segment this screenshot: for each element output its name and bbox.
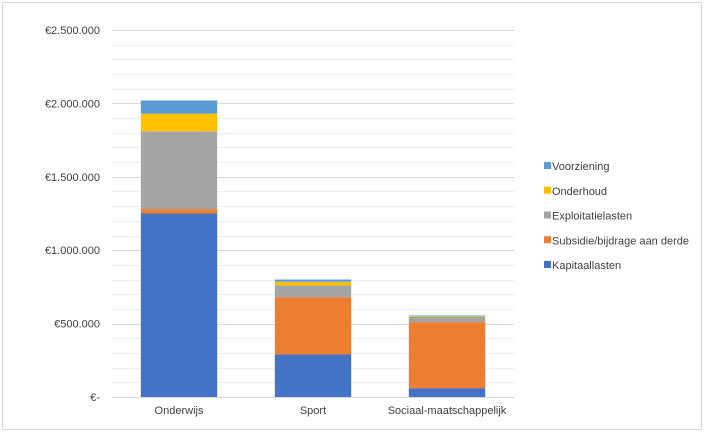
legend-label: Subsidie/bijdrage aan derde (552, 235, 689, 247)
bar-segment (274, 281, 352, 286)
bar-segment (140, 100, 218, 114)
y-tick-label: €500.000 (54, 319, 100, 331)
legend-label: Exploitatielasten (552, 211, 632, 223)
y-tick-label: €- (90, 392, 100, 404)
bar-segment (274, 297, 352, 355)
bar-segment (408, 316, 486, 317)
legend-label: Kapitaallasten (552, 260, 621, 272)
y-tick-label: €1.000.000 (45, 245, 100, 257)
bar-segment (140, 131, 218, 210)
legend: Voorziening Onderhoud Exploitatielasten Sub… (544, 161, 689, 272)
x-tick-label: Sport (300, 405, 326, 417)
legend-label: Onderhoud (552, 186, 607, 198)
chart-area (2, 2, 702, 430)
x-tick-label: Sociaal-maatschappelijk (388, 405, 507, 417)
bar-segment (408, 322, 486, 389)
bar-segment (274, 279, 352, 282)
bars (140, 100, 486, 397)
y-tick-label: €2.500.000 (45, 25, 100, 37)
x-axis-tick-labels: Onderwijs Sport Sociaal-maatschappelijk (155, 405, 507, 417)
bar-segment (408, 388, 486, 397)
legend-swatch (544, 162, 551, 169)
legend-swatch (544, 186, 551, 194)
bar-segment (140, 113, 218, 132)
bar-segment (140, 209, 218, 214)
bar-segment (140, 213, 218, 397)
legend-swatch (544, 211, 551, 219)
legend-swatch (544, 261, 551, 268)
bar-segment (274, 285, 352, 298)
y-tick-label: €2.000.000 (45, 98, 100, 110)
bar-segment (408, 316, 486, 323)
y-axis-tick-labels: €- €500.000 €1.000.000 €1.500.000 €2.000.000… (45, 25, 100, 404)
bar-segment (274, 354, 352, 397)
legend-swatch (544, 236, 551, 244)
bar-segment (408, 315, 486, 317)
x-tick-label: Onderwijs (155, 405, 204, 417)
legend-label: Voorziening (552, 161, 610, 173)
y-tick-label: €1.500.000 (45, 172, 100, 184)
